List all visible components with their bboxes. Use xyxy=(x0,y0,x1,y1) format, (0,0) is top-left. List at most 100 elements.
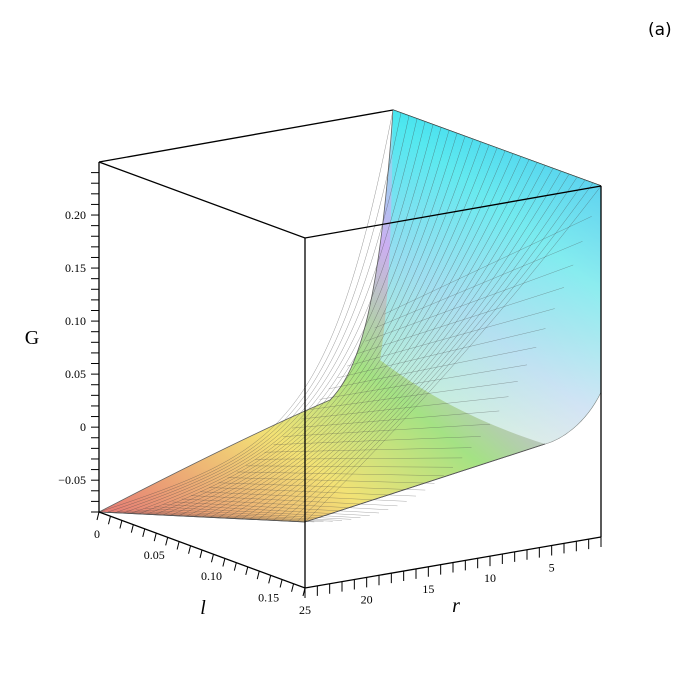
mesh-line xyxy=(245,465,454,468)
mesh-line xyxy=(304,185,602,523)
surface xyxy=(97,109,602,523)
l-tick xyxy=(96,511,100,521)
z-tick-label: 0.20 xyxy=(65,208,86,222)
r-tick-label: 10 xyxy=(484,571,496,585)
z-tick-label: 0.05 xyxy=(65,367,86,381)
mesh-line xyxy=(273,436,481,445)
box-edge-bottom xyxy=(98,511,602,589)
r-axis: 25 20 15 10 5 xyxy=(299,537,602,617)
mesh-line xyxy=(265,171,562,521)
mesh-line xyxy=(217,153,514,518)
mesh-line xyxy=(296,182,594,522)
l-tick xyxy=(279,579,283,588)
mesh-line xyxy=(273,174,570,521)
mesh-line xyxy=(135,509,343,521)
mesh-line xyxy=(310,381,518,410)
l-tick-label: 0.15 xyxy=(258,590,279,604)
r-tick-label: 15 xyxy=(422,582,434,596)
mesh-line xyxy=(172,501,380,514)
mesh-line xyxy=(181,498,389,510)
l-tick-label: 0 xyxy=(94,527,100,541)
mesh-line xyxy=(257,168,554,520)
mesh-line xyxy=(200,491,407,502)
mesh-line xyxy=(146,127,442,515)
mesh-line xyxy=(209,150,506,518)
mesh-line xyxy=(288,180,586,522)
r-axis-label: r xyxy=(452,595,460,617)
mesh-line xyxy=(225,156,522,519)
l-tick xyxy=(188,545,192,554)
panel-label: (a) xyxy=(648,20,672,40)
mesh-line xyxy=(282,423,491,437)
r-tick-label: 20 xyxy=(361,592,373,606)
l-tick xyxy=(165,537,169,546)
z-tick-label: −0.05 xyxy=(58,473,86,487)
mesh-line xyxy=(178,139,474,517)
mesh-line xyxy=(337,328,546,378)
mesh-line xyxy=(126,510,333,522)
mesh-line xyxy=(162,133,458,516)
mesh-line xyxy=(170,136,466,516)
mesh-line xyxy=(319,364,528,400)
mesh-line xyxy=(264,447,472,453)
l-tick xyxy=(142,528,146,538)
mesh-line xyxy=(301,396,509,420)
l-tick-label: 0.05 xyxy=(144,548,165,562)
mesh-line xyxy=(163,504,370,516)
mesh-line xyxy=(227,477,435,484)
l-tick xyxy=(119,520,123,529)
l-axis-label: l xyxy=(200,597,206,619)
r-tick-label: 25 xyxy=(299,603,311,617)
mesh-line xyxy=(281,177,578,522)
l-tick xyxy=(222,558,226,567)
mesh-line xyxy=(346,308,555,367)
mesh-line xyxy=(190,495,398,507)
mesh-line xyxy=(201,147,498,518)
mesh-line xyxy=(130,121,426,514)
l-tick xyxy=(245,566,249,576)
mesh-line xyxy=(233,159,530,519)
mesh-line xyxy=(193,144,490,517)
l-axis: 0 0.05 0.10 0.15 xyxy=(94,511,306,604)
axis-labels: Gl r xyxy=(25,327,460,619)
mesh-line xyxy=(383,216,592,315)
mesh-line xyxy=(249,165,546,520)
mesh-line xyxy=(114,115,410,514)
l-tick xyxy=(233,562,237,571)
mesh-line xyxy=(108,511,315,523)
mesh-line xyxy=(328,347,537,390)
mesh-line xyxy=(144,508,352,520)
l-tick xyxy=(256,570,260,580)
l-tick-label: 0.10 xyxy=(201,569,222,583)
mesh-line xyxy=(106,112,402,513)
l-tick xyxy=(291,583,295,592)
mesh-line xyxy=(291,410,500,429)
mesh-line xyxy=(241,162,538,520)
mesh-line xyxy=(138,124,434,515)
mesh-line xyxy=(218,482,426,491)
l-tick xyxy=(210,554,214,563)
l-tick xyxy=(130,524,134,533)
z-axis-label: G xyxy=(25,327,39,349)
mesh-line xyxy=(236,471,444,476)
l-tick xyxy=(199,549,203,559)
z-tick-label: 0.15 xyxy=(65,261,86,275)
mesh-line xyxy=(356,287,565,355)
mesh-line xyxy=(209,487,417,497)
l-tick xyxy=(153,532,157,542)
mesh-line xyxy=(255,457,463,460)
l-tick xyxy=(176,541,180,550)
mesh-line xyxy=(154,130,450,515)
surface-wall xyxy=(380,110,601,444)
mesh-line xyxy=(117,511,324,523)
z-tick-label: 0 xyxy=(80,420,86,434)
mesh-line xyxy=(122,118,418,514)
mesh-line xyxy=(374,241,583,329)
r-tick-label: 5 xyxy=(549,561,555,575)
z-tick-label: 0.10 xyxy=(65,314,86,328)
l-tick xyxy=(107,516,111,525)
mesh-line xyxy=(186,142,482,517)
z-axis: 0.20 0.15 0.10 0.05 0 −0.05 xyxy=(58,172,99,513)
mesh-line xyxy=(365,264,574,342)
